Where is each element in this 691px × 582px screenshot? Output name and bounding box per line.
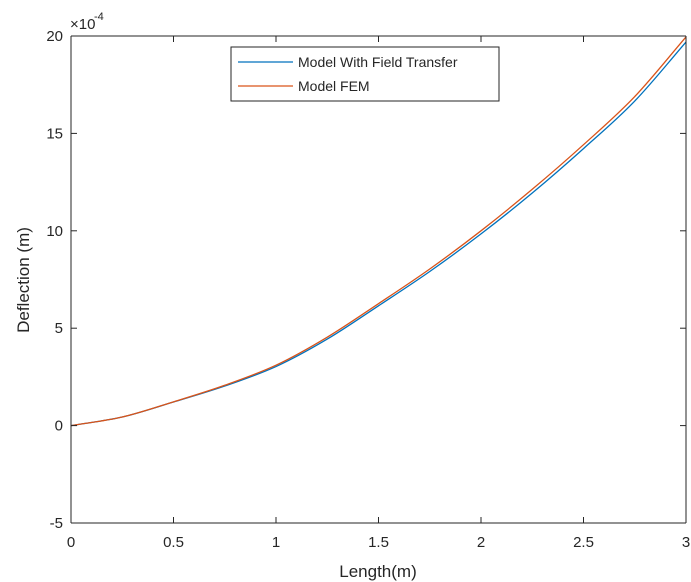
y-tick-label: 5 <box>55 320 63 337</box>
y-tick-label: 0 <box>55 418 63 435</box>
x-tick-label: 2 <box>477 534 485 551</box>
x-tick-label: 0.5 <box>163 534 184 551</box>
legend-box <box>230 46 500 102</box>
plot-background <box>71 36 686 523</box>
exponent-power: -4 <box>94 11 104 23</box>
series-line-fem <box>70 36 687 427</box>
y-axis-label: Deflection (m) <box>14 227 33 333</box>
x-tick-label: 1 <box>272 534 280 551</box>
legend-label-field-transfer: Model With Field Transfer <box>298 54 458 70</box>
exponent-label: ×10 -4 <box>70 11 104 33</box>
y-tick-label: -5 <box>50 515 63 532</box>
series-layer <box>70 36 687 427</box>
y-tick-label: 20 <box>46 28 63 45</box>
y-tick-label: 10 <box>46 223 63 240</box>
legend-label-fem: Model FEM <box>298 78 370 94</box>
x-tick-label: 0 <box>67 534 75 551</box>
x-axis-label: Length(m) <box>339 562 416 581</box>
legend[interactable]: Model With Field Transfer Model FEM <box>230 46 500 102</box>
x-tick-label: 1.5 <box>368 534 389 551</box>
x-tick-label: 3 <box>682 534 690 551</box>
exponent-base: ×10 <box>70 16 95 33</box>
y-tick-label: 15 <box>46 125 63 142</box>
x-tick-label: 2.5 <box>573 534 594 551</box>
